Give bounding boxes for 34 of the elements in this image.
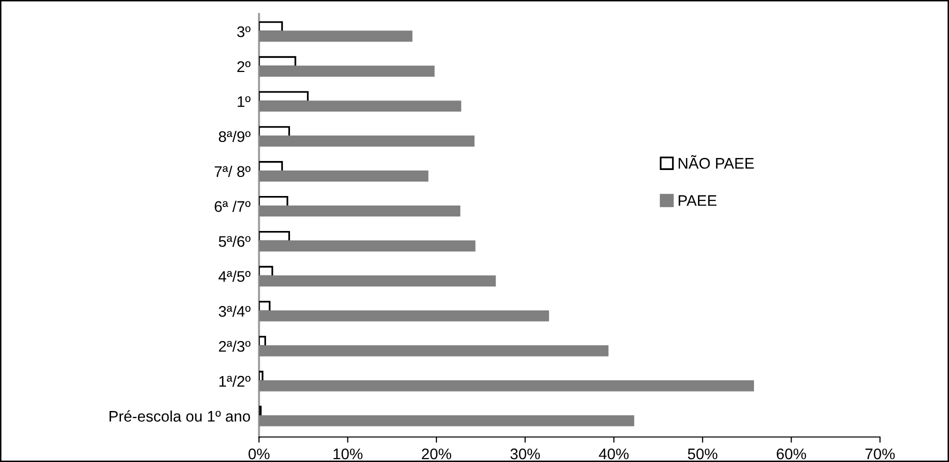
- y-tick-label: 4ª/5º: [218, 270, 250, 282]
- x-tick-label: 0%: [248, 448, 270, 460]
- y-tick-label: 6ª /7º: [214, 200, 250, 212]
- bar: [259, 100, 462, 112]
- x-tick-label: 40%: [598, 448, 629, 460]
- y-tick-label: 1º: [238, 96, 250, 107]
- y-tick-label: 3º: [237, 26, 250, 38]
- y-tick-label: 2º: [237, 61, 250, 72]
- bar: [259, 310, 550, 322]
- y-tick-label: 3ª/4º: [218, 306, 250, 317]
- x-tick-label: 10%: [334, 448, 362, 460]
- legend-label: PAEE: [678, 195, 716, 206]
- bar: [259, 275, 496, 286]
- y-tick-label: 8ª/9º: [218, 130, 250, 142]
- bar: [259, 345, 608, 356]
- bar: [259, 170, 428, 182]
- bar: [259, 240, 476, 252]
- bar: [259, 66, 435, 77]
- y-tick-label: 1ª/2º: [219, 376, 250, 387]
- bar: [259, 415, 634, 426]
- x-tick-label: 20%: [422, 448, 452, 460]
- x-tick-label: 60%: [776, 448, 806, 460]
- y-tick-label: 7ª/ 8º: [214, 166, 250, 177]
- bar: [259, 136, 475, 147]
- bar: [259, 205, 460, 217]
- x-tick-label: 50%: [688, 448, 718, 460]
- y-tick-label: 2ª/3º: [218, 340, 250, 352]
- y-tick-label: 5ª/6º: [218, 236, 250, 247]
- bar: [259, 30, 412, 42]
- x-tick-label: 30%: [510, 448, 540, 460]
- legend-label: NÃO PAEE: [678, 155, 754, 169]
- bar: [259, 380, 754, 392]
- y-tick-label: Pré-escola ou 1º ano: [110, 410, 250, 422]
- x-tick-label: 70%: [865, 448, 895, 460]
